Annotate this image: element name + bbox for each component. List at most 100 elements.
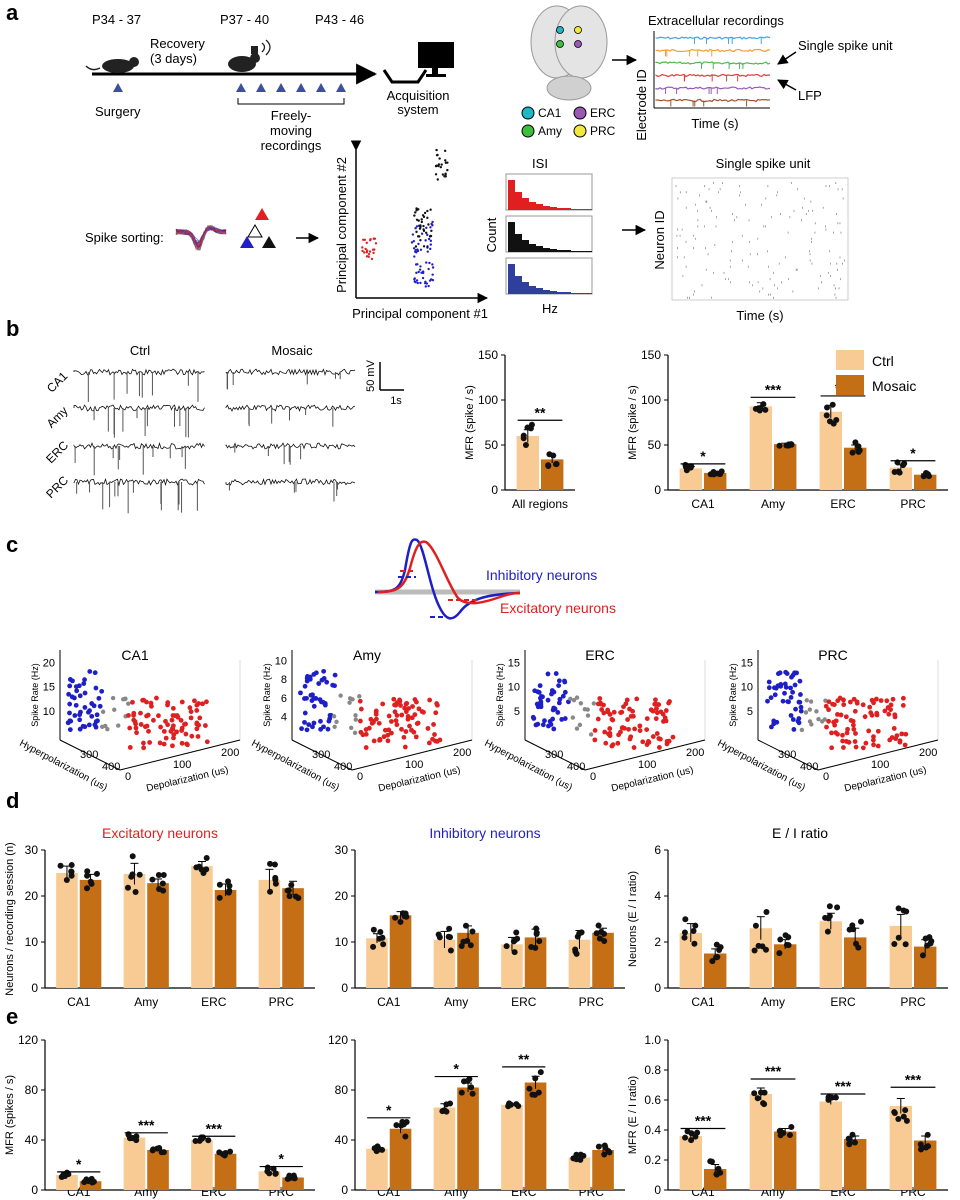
data-point (270, 1165, 277, 1172)
data-point (159, 880, 166, 887)
data-point (849, 1131, 856, 1138)
excitatory-point (394, 722, 400, 728)
pca-point (420, 220, 424, 224)
data-point (286, 1172, 293, 1179)
raster-time-label: Time (s) (736, 308, 783, 323)
excitatory-point (835, 712, 840, 717)
excitatory-point (657, 736, 663, 742)
y-tick-label: 0 (31, 1183, 38, 1197)
x-tick-label: 0 (590, 771, 596, 783)
inhibitory-point (77, 712, 83, 718)
pca-point (416, 281, 419, 285)
pca-point (436, 153, 439, 157)
excitatory-point (371, 738, 377, 744)
data-point (759, 943, 766, 950)
isi-count-label: Count (484, 217, 499, 252)
data-point (198, 1134, 205, 1141)
excitatory-point (194, 726, 200, 732)
unclassified-point (331, 714, 337, 719)
data-point (852, 439, 859, 446)
bar-ctrl (123, 873, 146, 988)
y-tick-label: 300 (545, 749, 563, 761)
pca-point (361, 249, 364, 253)
data-point (718, 468, 725, 475)
bar-mosaic (704, 472, 727, 490)
data-point (595, 1143, 602, 1150)
data-point (682, 1134, 689, 1141)
surgery-label: Surgery (95, 104, 141, 119)
excitatory-point (890, 696, 896, 702)
excitatory-point (165, 700, 171, 705)
y-tick-label: 40 (25, 1133, 39, 1147)
excitatory-point (878, 698, 884, 703)
data-point (68, 862, 75, 869)
excitatory-point (903, 731, 909, 737)
excitatory-point (389, 730, 394, 736)
pca-point (418, 235, 421, 238)
data-point (399, 1118, 406, 1125)
waveform-line (175, 226, 227, 244)
y-tick-label: 0 (654, 1183, 661, 1197)
bar-ctrl (191, 1140, 213, 1190)
z-tick-label: 20 (43, 657, 55, 669)
unclassified-point (574, 726, 580, 731)
trace-label-amy: Amy (44, 404, 71, 431)
unclassified-point (334, 719, 339, 725)
pca-point (427, 223, 430, 226)
excitatory-point (853, 731, 858, 736)
excitatory-point (373, 708, 379, 714)
isi-bar (557, 250, 564, 252)
excitatory-point (398, 703, 403, 708)
excitatory-point (628, 713, 634, 719)
data-point (392, 914, 399, 921)
pca-point (414, 211, 417, 214)
bar-mosaic (147, 1150, 169, 1190)
z-tick-label: 4 (281, 711, 287, 723)
inhibitory-point (77, 726, 83, 732)
data-point (196, 863, 203, 870)
x-axis (119, 739, 241, 771)
data-point (823, 412, 830, 419)
excitatory-point (851, 726, 857, 732)
excitatory-point (394, 713, 400, 718)
data-point (219, 1151, 226, 1158)
isi-bar (557, 208, 564, 210)
raw-traces (73, 368, 356, 514)
inhibitory-point (298, 690, 303, 696)
z-tick-label: 5 (747, 706, 753, 718)
excitatory-point (607, 712, 613, 717)
data-point (826, 903, 833, 910)
x-tick-label: 200 (919, 747, 937, 759)
x-tick-label: PRC (579, 995, 605, 1009)
data-point (403, 1118, 410, 1125)
bar-ctrl (516, 436, 539, 490)
pca-point (430, 229, 433, 233)
inhibitory-point (304, 678, 310, 684)
inhibitory-point (790, 689, 796, 695)
inhibitory-point (788, 713, 794, 718)
trace-label-prc: PRC (43, 473, 71, 501)
trace-label-erc: ERC (43, 438, 71, 466)
x-axis (584, 739, 706, 771)
data-point (714, 953, 721, 960)
inhibitory-point (302, 710, 308, 716)
isi-bar (550, 291, 557, 294)
excitatory-point (844, 730, 850, 736)
excitatory-point (627, 706, 632, 712)
y-tick-label: 0.2 (644, 1153, 661, 1167)
excitatory-point (605, 707, 611, 713)
excitatory-point (634, 696, 640, 702)
excitatory-point (403, 701, 409, 707)
pca-point (431, 278, 435, 282)
unclassified-point (574, 695, 580, 700)
data-point (925, 1143, 932, 1150)
x-tick-label: PRC (269, 995, 295, 1009)
inhibitory-point (769, 724, 774, 730)
panel-label-c: c (6, 532, 18, 557)
data-point (63, 877, 70, 884)
electrode-trace (655, 61, 771, 65)
excitatory-point (592, 737, 598, 743)
bar-ctrl (258, 879, 281, 988)
y-tick-label: 300 (778, 749, 796, 761)
